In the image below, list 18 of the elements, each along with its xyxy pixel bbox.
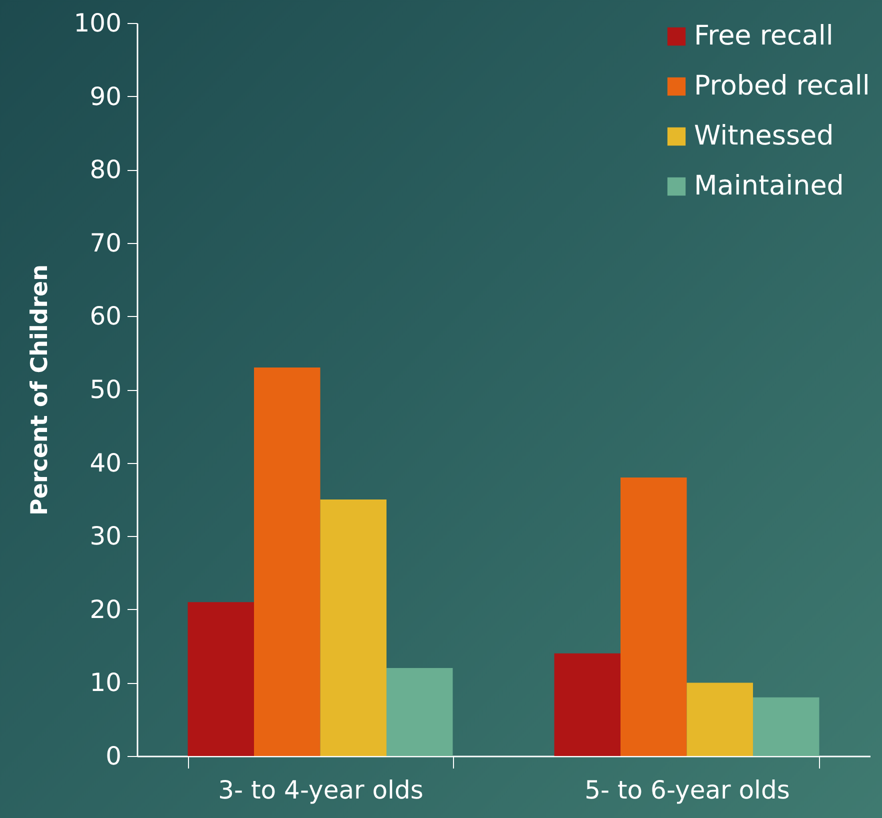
y-tick-label: 60 [90, 302, 122, 331]
y-tick-label: 40 [90, 448, 122, 478]
y-tick-label: 0 [106, 742, 122, 770]
y-tick-label: 20 [90, 594, 122, 624]
y-tick-label: 50 [90, 375, 122, 404]
legend-label: Witnessed [694, 120, 834, 152]
y-tick-label: 10 [90, 668, 122, 698]
y-axis-title: Percent of Children [26, 264, 53, 516]
y-tick-label: 80 [90, 155, 122, 184]
y-tick-label: 30 [90, 522, 122, 551]
legend-label: Maintained [694, 170, 844, 202]
legend-label: Free recall [694, 20, 834, 52]
legend-label: Probed recall [694, 70, 870, 102]
x-tick-label: 3- to 4-year olds [218, 776, 424, 804]
y-tick-label: 70 [90, 228, 122, 258]
y-tick-label: 100 [74, 8, 122, 38]
x-tick-label: 5- to 6-year olds [584, 776, 790, 804]
y-tick-label: 90 [90, 82, 122, 111]
